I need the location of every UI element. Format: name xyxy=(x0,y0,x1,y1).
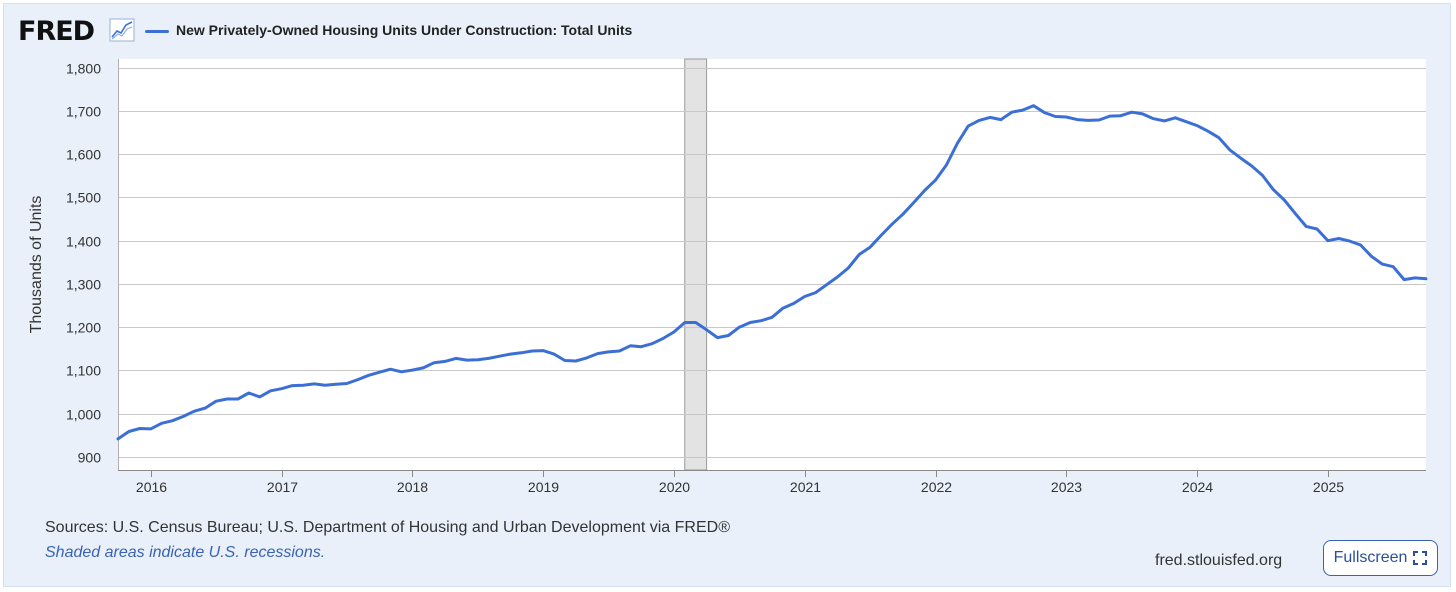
recession-note: Shaded areas indicate U.S. recessions. xyxy=(45,544,326,561)
site-url[interactable]: fred.stlouisfed.org xyxy=(1155,552,1283,569)
x-tick-label-2021: 2021 xyxy=(790,479,821,495)
series-line-0 xyxy=(116,104,1428,441)
y-tick-label-900: 900 xyxy=(78,450,102,466)
fullscreen-button[interactable]: Fullscreen xyxy=(1323,540,1438,576)
legend-series-swatch xyxy=(145,30,169,33)
fullscreen-icon xyxy=(1413,551,1428,565)
y-axis-title: Thousands of Units xyxy=(28,196,45,334)
y-tick-label-1300: 1,300 xyxy=(66,277,101,293)
x-tick-label-2025: 2025 xyxy=(1313,479,1344,495)
x-tick-label-2018: 2018 xyxy=(397,479,428,495)
x-tick-label-2020: 2020 xyxy=(659,479,690,495)
line-chart: 900 1,000 1,100 1,200 1,300 1,400 1,500 1,600 1,… xyxy=(28,58,1428,495)
fullscreen-label: Fullscreen xyxy=(1333,549,1408,566)
x-tick-label-2023: 2023 xyxy=(1051,479,1082,495)
y-tick-label-1200: 1,200 xyxy=(66,320,101,336)
sources-note: Sources: U.S. Census Bureau; U.S. Depart… xyxy=(45,519,730,536)
y-tick-label-1500: 1,500 xyxy=(66,190,101,206)
y-tick-label-1600: 1,600 xyxy=(66,147,101,163)
x-tick-label-2017: 2017 xyxy=(267,479,298,495)
y-tick-label-1100: 1,100 xyxy=(66,363,101,379)
y-tick-label-1700: 1,700 xyxy=(66,104,101,120)
chart-frame: FRED New Privately-Owned Housing Units U… xyxy=(3,3,1451,587)
y-tick-label-1800: 1,800 xyxy=(66,61,101,77)
line-chart-icon xyxy=(109,18,135,42)
legend-series-label[interactable]: New Privately-Owned Housing Units Under … xyxy=(176,22,633,38)
x-tick-label-2016: 2016 xyxy=(136,479,167,495)
fred-logo[interactable]: FRED xyxy=(18,16,95,47)
x-tick-label-2024: 2024 xyxy=(1182,479,1213,495)
x-tick-label-2019: 2019 xyxy=(528,479,559,495)
y-tick-label-1000: 1,000 xyxy=(66,407,101,423)
y-tick-label-1400: 1,400 xyxy=(66,234,101,250)
recession-band-0 xyxy=(684,58,708,471)
plot-area xyxy=(118,59,1426,470)
x-tick-label-2022: 2022 xyxy=(921,479,952,495)
